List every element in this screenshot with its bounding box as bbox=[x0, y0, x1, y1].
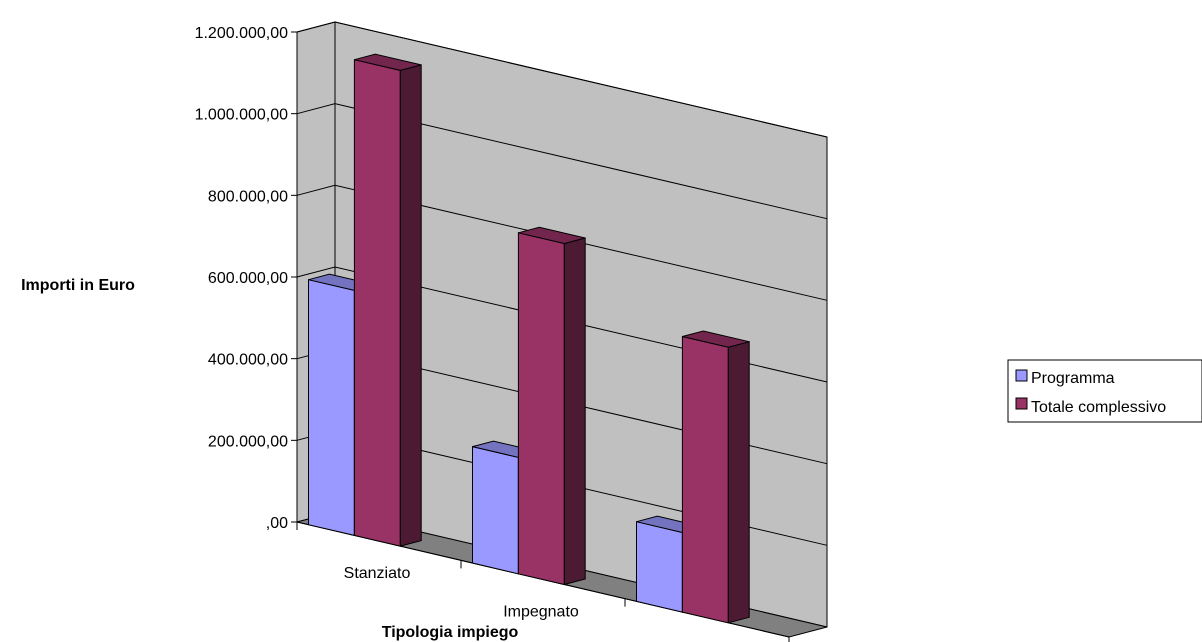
y-tick-labels: ,00 200.000,00 400.000,00 600.000,00 800.000… bbox=[195, 25, 289, 532]
legend-swatch-totale bbox=[1015, 397, 1028, 410]
bar-side bbox=[563, 237, 586, 586]
x-axis-title: Tipologia impiego bbox=[382, 624, 519, 641]
gridline bbox=[296, 184, 828, 301]
y-tick-label: 1.200.000,00 bbox=[195, 25, 289, 42]
x-tick-label: Impegnato bbox=[503, 604, 579, 621]
y-tick-label: 600.000,00 bbox=[208, 270, 288, 287]
legend-box bbox=[1007, 359, 1202, 423]
bar-front bbox=[517, 232, 565, 586]
legend: Programma Totale complessivo bbox=[1007, 359, 1202, 423]
bar-totale-complessivo-stanziato bbox=[353, 53, 422, 547]
y-tick-label: 800.000,00 bbox=[208, 188, 288, 205]
bar-front bbox=[681, 335, 729, 624]
y-tick-label: 1.000.000,00 bbox=[195, 107, 289, 124]
bar-totale-complessivo-pagato bbox=[681, 330, 750, 624]
legend-label-totale: Totale complessivo bbox=[1031, 399, 1166, 416]
x-tick-labels: StanziatoImpegnatoPagato bbox=[344, 565, 731, 642]
bar-front bbox=[353, 59, 401, 547]
bar-side bbox=[727, 341, 750, 624]
bar-top bbox=[682, 330, 750, 348]
bar-front bbox=[472, 445, 519, 575]
x-tick-label: Stanziato bbox=[344, 565, 411, 582]
bars bbox=[308, 53, 750, 624]
bar-front bbox=[308, 279, 355, 537]
gridline bbox=[296, 103, 828, 220]
legend-label-programma: Programma bbox=[1031, 370, 1115, 387]
bar-totale-complessivo-impegnato bbox=[517, 226, 586, 586]
gridline bbox=[296, 21, 828, 138]
bar-top bbox=[518, 226, 586, 245]
y-tick-label: 400.000,00 bbox=[208, 352, 288, 369]
bar-side bbox=[399, 64, 422, 547]
y-tick-label: 200.000,00 bbox=[208, 433, 288, 450]
y-axis-title: Importi in Euro bbox=[21, 277, 135, 294]
bar-top bbox=[354, 53, 422, 71]
bar-front bbox=[636, 521, 683, 613]
gridline bbox=[296, 266, 828, 383]
legend-swatch-programma bbox=[1015, 369, 1028, 382]
y-tick-label: ,00 bbox=[266, 515, 288, 532]
